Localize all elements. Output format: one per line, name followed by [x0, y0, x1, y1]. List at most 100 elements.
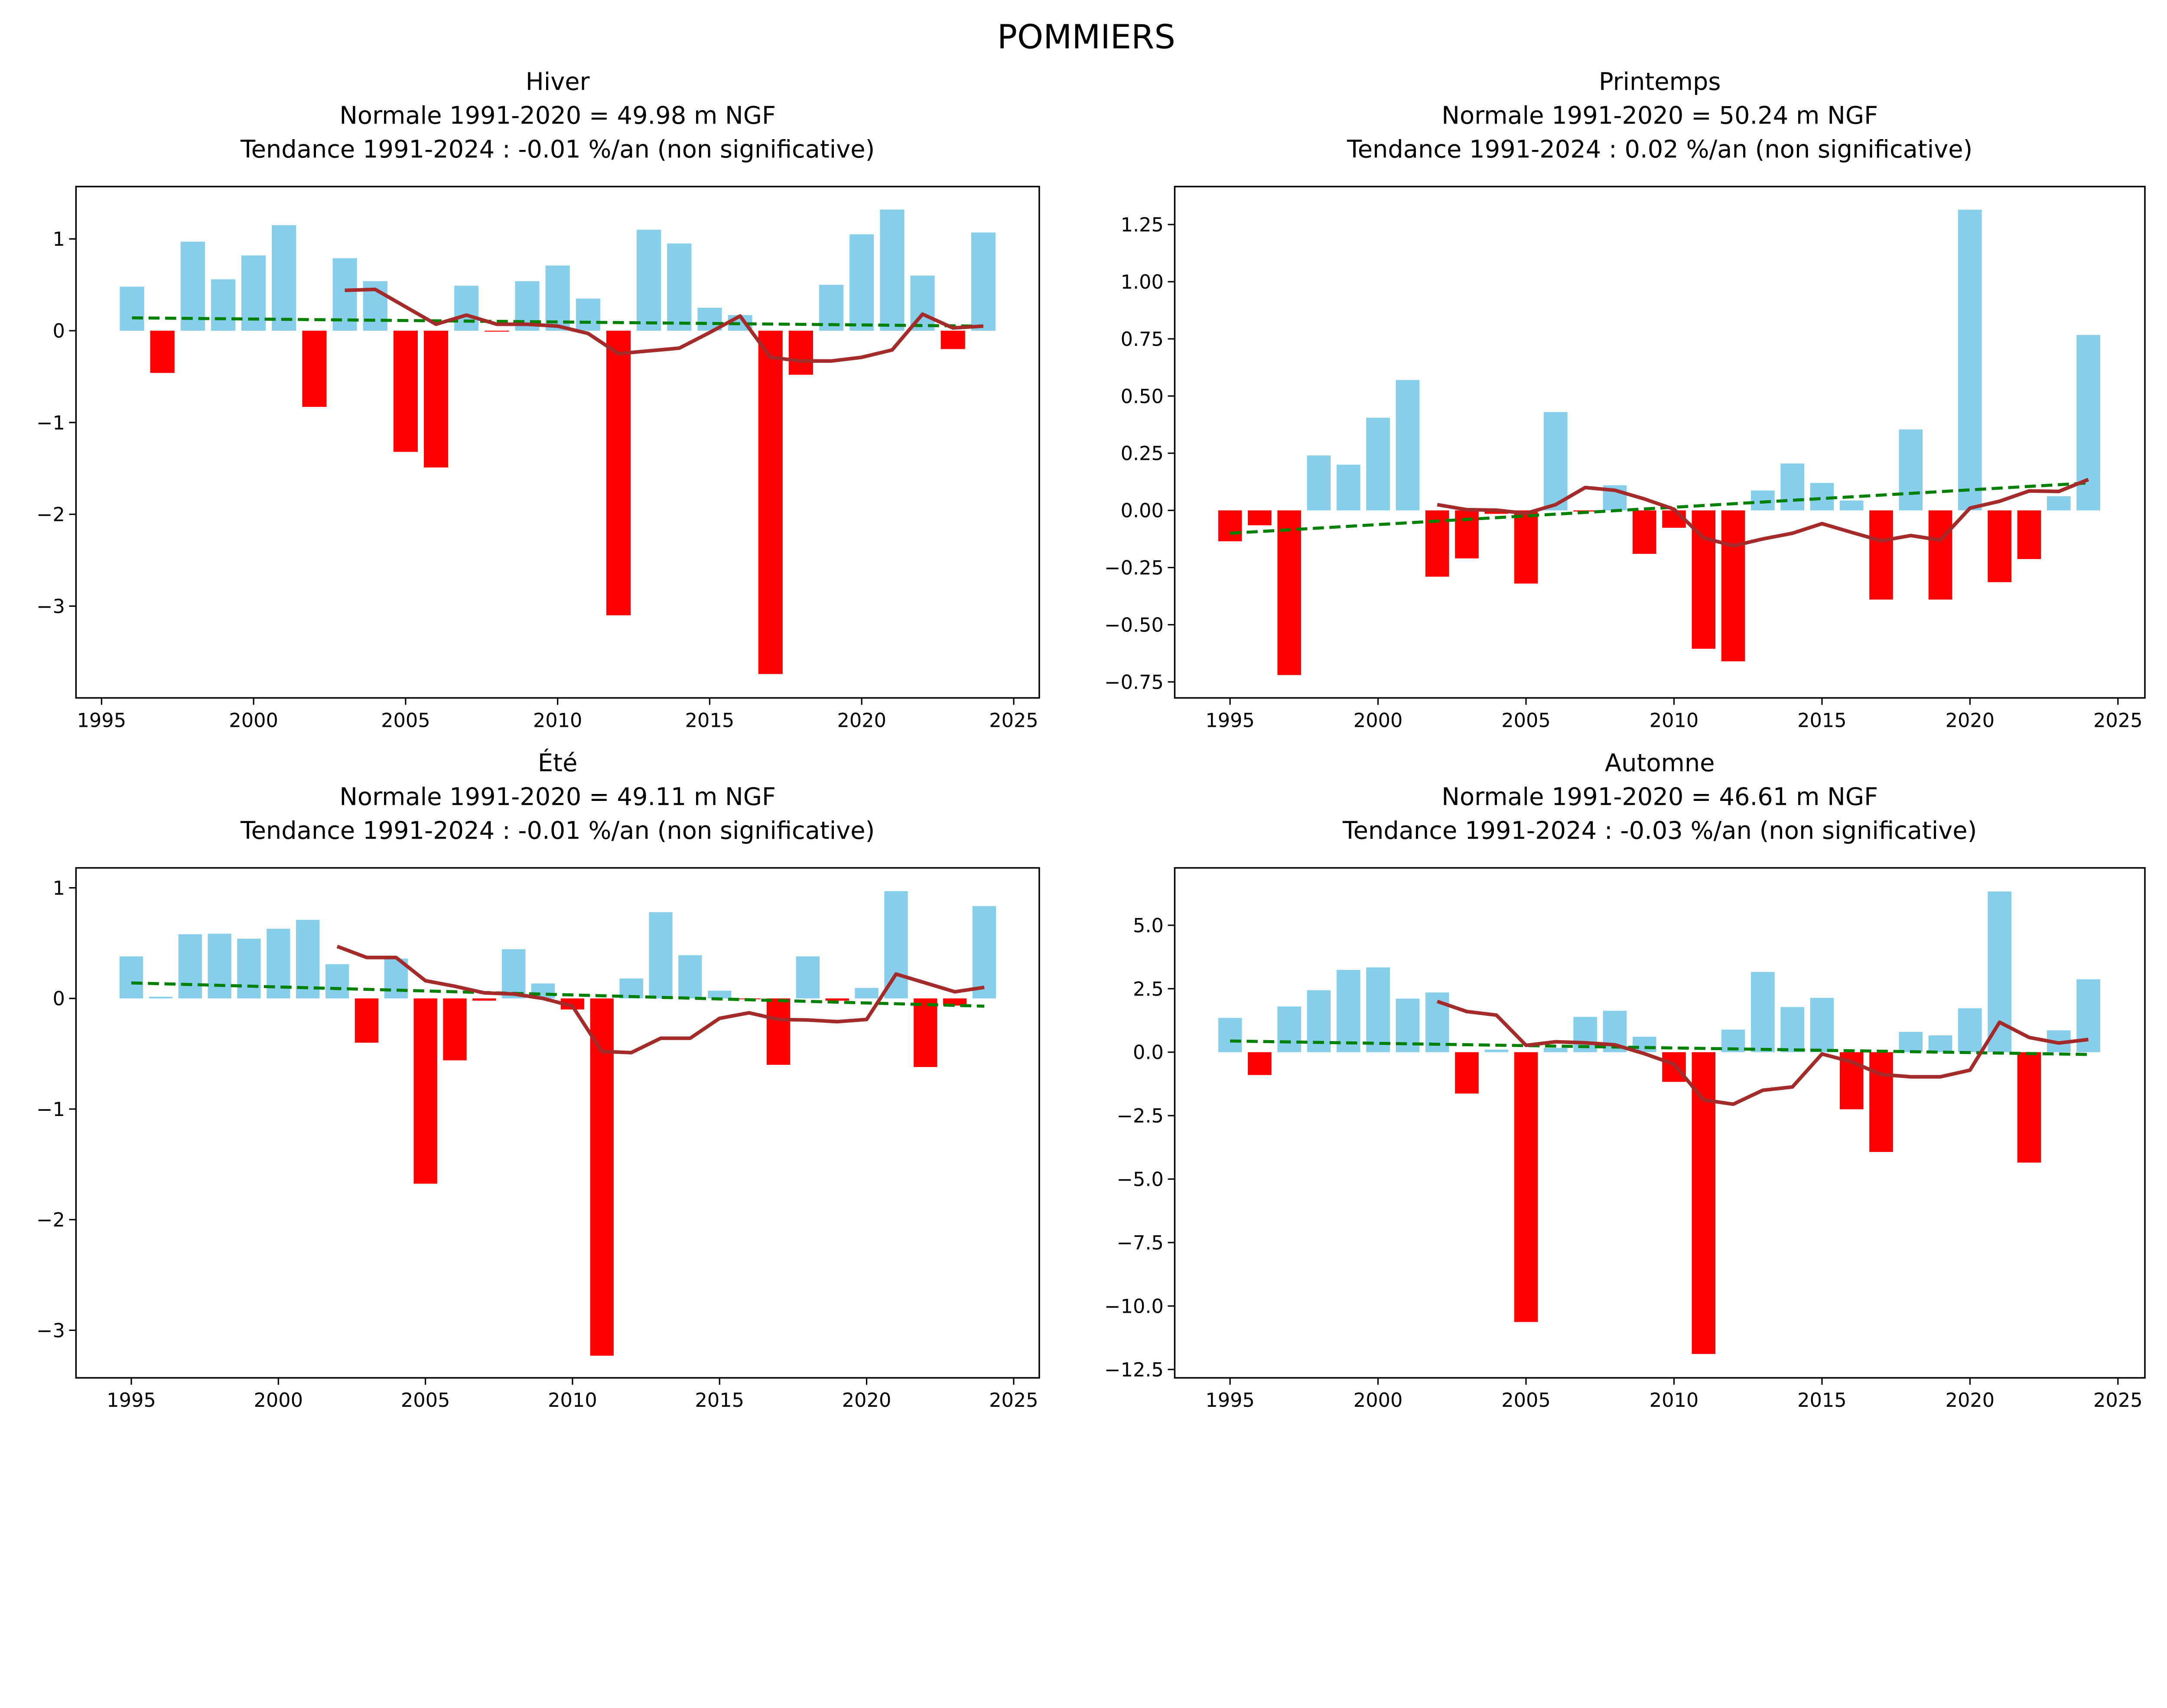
x-tick-label: 2010 [1650, 1389, 1699, 1412]
bar-1997 [150, 331, 175, 373]
x-axis: 1995 2000 2005 2010 2015 2020 2025 [77, 698, 1038, 732]
x-tick-label: 1995 [77, 709, 127, 732]
x-tick-label: 1995 [1205, 709, 1255, 732]
y-tick-label: −3 [36, 595, 65, 618]
y-tick-label: −7.5 [1117, 1232, 1164, 1254]
x-tick-label: 2000 [1354, 709, 1403, 732]
bar-2014 [678, 955, 702, 999]
y-axis: −3 −2 −1 0 1 [36, 877, 76, 1342]
bar-1995 [1218, 1018, 1242, 1052]
bar-2014 [1780, 463, 1804, 511]
x-axis: 1995 2000 2005 2010 2015 2020 2025 [107, 1378, 1038, 1412]
bar-1997 [1277, 1006, 1302, 1052]
x-tick-label: 2015 [685, 709, 735, 732]
subplot-title-line-2: Normale 1991-2020 = 49.11 m NGF [339, 783, 776, 811]
moving-average-line [1437, 478, 2089, 548]
bar-2021 [884, 891, 908, 999]
bar-2017 [758, 331, 783, 674]
subplot-title-line-1: Été [538, 749, 577, 777]
bar-1996 [149, 996, 172, 999]
subplot-title-line-2: Normale 1991-2020 = 46.61 m NGF [1441, 783, 1878, 811]
bar-2021 [1988, 510, 2011, 582]
y-tick-label: −0.75 [1104, 671, 1164, 693]
subplot-title-line-1: Hiver [526, 68, 590, 96]
bars [119, 891, 996, 1356]
y-tick-label: 1 [52, 877, 65, 899]
bar-1996 [1248, 510, 1272, 525]
y-tick-label: −2.5 [1117, 1105, 1164, 1127]
y-tick-label: 1 [52, 228, 65, 251]
bar-2001 [272, 225, 296, 331]
bar-2004 [1484, 510, 1509, 514]
bar-2010 [1662, 1052, 1686, 1082]
x-tick-label: 2020 [837, 709, 886, 732]
y-tick-label: 1.00 [1121, 271, 1164, 293]
x-tick-label: 2005 [381, 709, 430, 732]
subplot-title-line-1: Printemps [1599, 68, 1721, 96]
y-axis: −3 −2 −1 0 1 [36, 228, 76, 618]
subplot-printemps: Printemps Normale 1991-2020 = 50.24 m NG… [1104, 68, 2146, 732]
y-tick-label: 0 [52, 988, 65, 1010]
y-tick-label: 0.00 [1121, 500, 1164, 522]
y-tick-label: −5.0 [1117, 1168, 1164, 1191]
subplot-title-line-2: Normale 1991-2020 = 50.24 m NGF [1441, 101, 1878, 130]
axes-frame [75, 867, 1040, 1379]
x-tick-label: 2015 [1797, 709, 1847, 732]
bar-2003 [355, 998, 379, 1043]
axes-frame [1174, 867, 2146, 1379]
subplot-hiver: Hiver Normale 1991-2020 = 49.98 m NGF Te… [36, 68, 1040, 732]
y-axis: −12.5 −10.0 −7.5 −5.0 −2.5 0.0 2.5 5.0 [1104, 914, 1175, 1381]
bars [1218, 209, 2100, 675]
bar-2015 [1810, 998, 1834, 1052]
bar-2003 [1455, 510, 1479, 559]
x-tick-label: 2025 [2093, 709, 2143, 732]
x-tick-label: 2005 [1501, 1389, 1551, 1412]
trend-line [1230, 1039, 2089, 1056]
figure: POMMIERS Hiver Normale 1991-2020 = 49.98… [36, 18, 2146, 1412]
bar-2001 [296, 920, 320, 999]
bar-2005 [413, 998, 437, 1184]
bar-2013 [1751, 972, 1775, 1052]
subplot-title-line-3: Tendance 1991-2024 : 0.02 %/an (non sign… [1347, 136, 1972, 164]
axes-frame [1174, 185, 2146, 699]
bar-2015 [708, 990, 732, 999]
x-tick-label: 2015 [695, 1389, 744, 1412]
bar-2000 [1366, 417, 1390, 511]
bar-2006 [1544, 1048, 1568, 1052]
subplot-ete: Été Normale 1991-2020 = 49.11 m NGF Tend… [36, 749, 1040, 1412]
bar-1997 [178, 934, 202, 999]
x-tick-label: 1995 [1205, 1389, 1255, 1412]
bar-2000 [1366, 967, 1390, 1052]
bar-2010 [545, 265, 570, 331]
y-tick-label: 0.75 [1121, 328, 1164, 351]
bar-1998 [1307, 455, 1331, 511]
y-tick-label: −1 [36, 412, 65, 434]
x-tick-label: 2025 [989, 709, 1038, 732]
x-tick-label: 2020 [1946, 709, 1995, 732]
bar-2005 [1514, 1052, 1538, 1322]
bar-2001 [1396, 380, 1420, 511]
bar-2017 [766, 998, 791, 1065]
x-tick-label: 2000 [229, 709, 278, 732]
bar-2024 [972, 906, 996, 999]
bar-2013 [1751, 490, 1775, 511]
y-tick-label: 0 [52, 320, 65, 342]
y-tick-label: 0.0 [1133, 1041, 1164, 1064]
bar-2020 [855, 988, 879, 999]
y-tick-label: −0.25 [1104, 557, 1164, 579]
bar-2018 [788, 331, 813, 375]
y-tick-label: −0.50 [1104, 614, 1164, 636]
x-tick-label: 2010 [533, 709, 582, 732]
subplot-title-line-3: Tendance 1991-2024 : -0.01 %/an (non sig… [240, 136, 875, 164]
x-tick-label: 2020 [1946, 1389, 1995, 1412]
bar-2022 [2017, 510, 2041, 560]
bar-1996 [120, 286, 144, 331]
trend-line [132, 316, 983, 328]
bar-2009 [1632, 510, 1656, 554]
bar-2019 [819, 285, 844, 331]
moving-average-line [345, 287, 984, 363]
bar-2011 [576, 298, 600, 331]
x-axis: 1995 2000 2005 2010 2015 2020 2025 [1205, 698, 2143, 732]
bar-1997 [1277, 510, 1302, 675]
bar-2002 [325, 964, 349, 999]
